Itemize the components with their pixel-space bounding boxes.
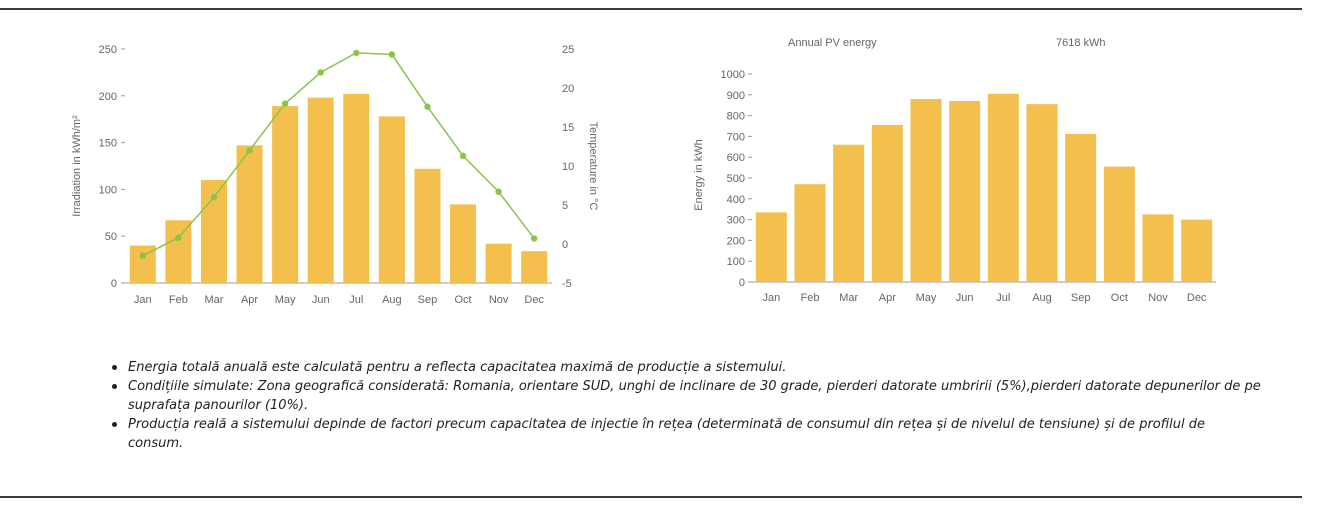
temperature-point [210, 194, 218, 201]
x-tick-label: Jan [134, 294, 152, 306]
y2-tick-label: 5 [562, 200, 568, 212]
irradiation-bar [307, 97, 334, 283]
temperature-line [142, 52, 535, 257]
energy-bar [1103, 166, 1135, 282]
y2-tick-label: 25 [562, 44, 574, 56]
irradiation-bar [236, 145, 263, 283]
y2-tick-label: 15 [562, 122, 574, 134]
y-tick-label: 50 [105, 231, 117, 243]
irradiation-temperature-chart: 0 50 100 150 200 250 -5 0 5 10 15 20 25 Jan Feb Mar Apr M… [71, 44, 599, 306]
x-tick-label: Sep [1071, 292, 1091, 304]
y-tick-label: 700 [727, 131, 745, 143]
y-tick-label: 100 [727, 256, 745, 268]
x-tick-label: Jul [996, 292, 1010, 304]
energy-bar [871, 124, 903, 283]
x-tick-label: Jun [312, 294, 330, 306]
note-item: Energia totală anuală este calculată pen… [112, 358, 1262, 377]
irradiation-bar [165, 220, 192, 283]
temperature-point [246, 147, 253, 154]
energy-bar [910, 98, 942, 283]
y-tick-label: 200 [727, 235, 745, 247]
y-tick-label: 0 [111, 278, 117, 290]
x-tick-label: Jan [762, 292, 780, 304]
x-tick-label: Jun [956, 292, 974, 304]
y2-axis-title: Temperature in °C [587, 122, 599, 211]
irradiation-bar [485, 243, 512, 283]
irradiation-bar [343, 93, 370, 283]
x-tick-label: Aug [1032, 292, 1052, 304]
temperature-point [388, 51, 396, 58]
y-tick-label: 200 [99, 91, 117, 103]
x-tick-label: Aug [382, 294, 402, 306]
y-axis-title: Energy in kWh [693, 139, 705, 211]
irradiation-bar [272, 106, 299, 283]
y-tick-label: 900 [727, 90, 745, 102]
x-tick-label: Nov [489, 294, 509, 306]
temperature-point [459, 152, 467, 160]
note-item: Condițiile simulate: Zona geografică con… [112, 377, 1262, 415]
y-tick-label: 500 [727, 173, 745, 185]
x-tick-label: Dec [524, 294, 544, 306]
energy-bar [987, 93, 1019, 282]
x-tick-label: Sep [418, 294, 438, 306]
annual-pv-energy-chart: Annual PV energy 7618 kWh 0 100 200 300 400 500… [693, 37, 1216, 304]
temperature-point [424, 103, 431, 110]
y-axis-title: Irradiation in kWh/m² [71, 115, 83, 217]
bottom-divider [0, 496, 1302, 498]
energy-bar [1026, 104, 1058, 282]
x-tick-label: May [916, 292, 937, 304]
x-tick-label: Oct [454, 294, 471, 306]
energy-bar [949, 101, 981, 282]
x-tick-label: May [275, 294, 296, 306]
x-tick-label: Mar [204, 294, 223, 306]
y-tick-label: 100 [99, 184, 117, 196]
y-tick-label: 150 [99, 138, 117, 150]
x-tick-label: Oct [1111, 292, 1128, 304]
y-tick-label: 0 [739, 277, 745, 289]
energy-bar [1142, 214, 1174, 282]
irradiation-bar [450, 204, 477, 283]
y-tick-label: 300 [727, 215, 745, 227]
energy-bar [794, 184, 826, 282]
x-tick-label: Apr [879, 292, 896, 304]
y-tick-label: 800 [727, 111, 745, 123]
temperature-point [353, 49, 360, 57]
y2-tick-label: 10 [562, 161, 574, 173]
note-item: Producția reală a sistemului depinde de … [112, 415, 1262, 453]
y2-tick-label: -5 [562, 278, 572, 290]
temperature-point [175, 234, 182, 241]
energy-bar [755, 212, 787, 282]
y-tick-label: 1000 [721, 69, 745, 81]
irradiation-bar [414, 168, 441, 283]
temperature-point [317, 69, 324, 76]
x-tick-label: Feb [169, 294, 188, 306]
energy-bar [1181, 219, 1213, 282]
x-tick-label: Mar [839, 292, 858, 304]
temperature-point [531, 235, 538, 242]
x-tick-label: Feb [801, 292, 820, 304]
notes-list: Energia totală anuală este calculată pen… [112, 358, 1262, 453]
irradiation-bar [378, 116, 405, 283]
annual-total-value: 7618 kWh [1056, 37, 1106, 49]
x-tick-label: Dec [1187, 292, 1207, 304]
temperature-point [495, 188, 502, 195]
x-tick-label: Apr [241, 294, 258, 306]
top-divider [0, 8, 1302, 10]
y2-tick-label: 20 [562, 83, 574, 95]
x-tick-label: Nov [1148, 292, 1168, 304]
y-tick-label: 250 [99, 44, 117, 56]
y-tick-label: 600 [727, 152, 745, 164]
energy-bar [833, 144, 865, 282]
energy-bar [1065, 133, 1097, 282]
chart-title: Annual PV energy [788, 37, 877, 49]
temperature-point [139, 252, 146, 259]
y-tick-label: 400 [727, 194, 745, 206]
y2-tick-label: 0 [562, 239, 568, 251]
x-tick-label: Jul [349, 294, 363, 306]
irradiation-bar [521, 251, 548, 283]
temperature-point [281, 100, 289, 107]
